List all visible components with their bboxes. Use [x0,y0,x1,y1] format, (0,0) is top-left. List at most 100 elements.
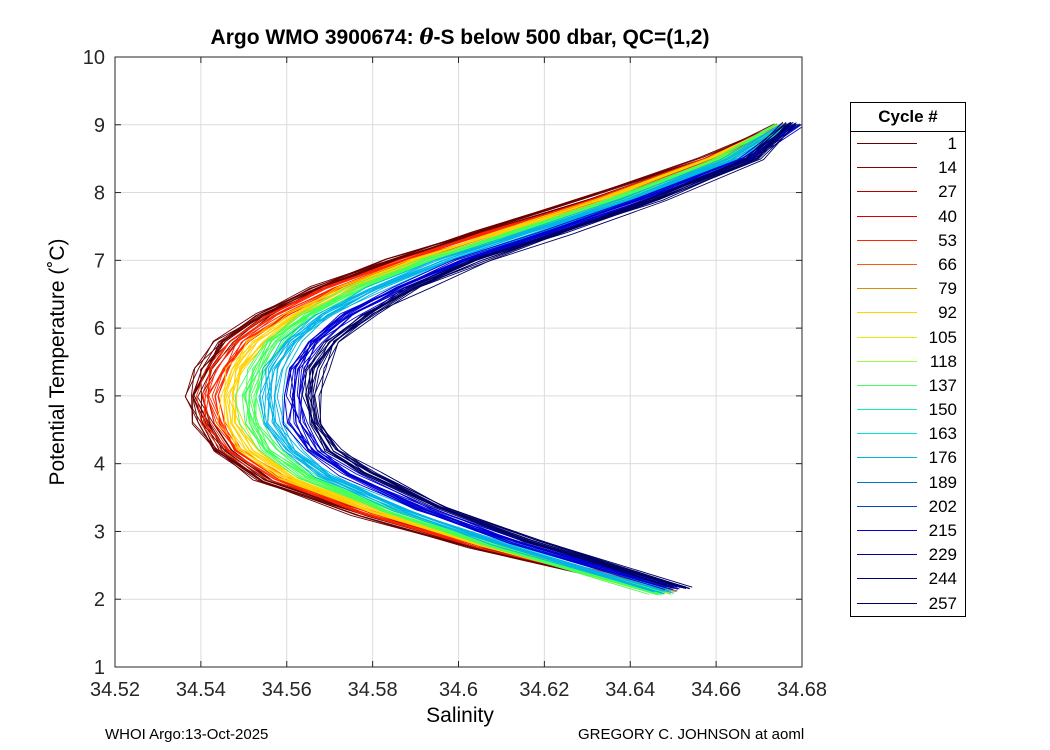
y-tick-label: 1 [94,657,105,679]
profile-line [261,123,784,592]
legend-label: 105 [928,327,957,347]
legend-swatch [857,384,917,386]
x-tick-label: 34.64 [605,679,655,701]
legend-item: 202 [851,495,965,519]
legend-swatch [857,191,917,193]
legend-item: 215 [851,519,965,543]
y-tick-label: 8 [94,183,105,205]
legend-label: 150 [928,400,957,420]
legend-label: 66 [938,254,957,274]
y-tick-label: 6 [94,318,105,340]
legend-item: 105 [851,326,965,350]
legend-swatch [857,481,917,483]
legend-swatch [857,409,917,411]
chart-title: Argo WMO 3900674: θ-S below 500 dbar, QC… [210,24,710,49]
legend-item: 229 [851,543,965,567]
legend-label: 53 [938,230,957,250]
legend-label: 257 [928,593,957,613]
legend-swatch [857,360,917,362]
series-257 [301,121,797,590]
profile-line [273,125,795,593]
profile-line [299,126,802,588]
legend-label: 163 [928,424,957,444]
y-tick-label: 4 [94,454,105,476]
x-tick-label: 34.52 [90,679,140,701]
profile-line [201,124,782,592]
profile-line [301,124,786,589]
legend-swatch [857,215,917,217]
data-curves [184,121,802,596]
legend-item: 27 [851,180,965,204]
legend-item: 40 [851,205,965,229]
y-tick-label: 5 [94,386,105,408]
x-tick-label: 34.6 [439,679,478,701]
legend-item: 189 [851,471,965,495]
legend-item: 53 [851,229,965,253]
legend-label: 14 [938,158,957,178]
series-176 [258,123,798,595]
legend-swatch [857,312,917,314]
legend-item: 257 [851,592,965,616]
legend-label: 40 [938,206,957,226]
legend-item: 163 [851,422,965,446]
legend-label: 79 [938,279,957,299]
legend-label: 176 [928,448,957,468]
x-tick-label: 34.58 [348,679,398,701]
x-tick-label: 34.56 [262,679,312,701]
legend-swatch [857,143,917,144]
y-tick-label: 10 [83,47,105,69]
legend-label: 229 [928,545,957,565]
profile-line [192,123,789,591]
series-215 [282,123,802,591]
legend-label: 137 [928,375,957,395]
profile-line [293,123,796,591]
legend-swatch [857,554,917,556]
legend-item: 79 [851,277,965,301]
footer-author: GREGORY C. JOHNSON at aoml [578,726,805,743]
legend-item: 92 [851,301,965,325]
legend-item: 14 [851,156,965,180]
legend-item: 66 [851,253,965,277]
legend-swatch [857,239,917,241]
legend-item: 150 [851,398,965,422]
legend-swatch [857,530,917,531]
y-tick-label: 2 [94,589,105,611]
profile-line [223,123,782,595]
profile-line [248,123,788,596]
legend-label: 215 [928,521,957,540]
x-tick-label: 34.68 [777,679,827,701]
legend-label: 189 [928,472,957,492]
footer-source: WHOI Argo:13-Oct-2025 [105,726,269,743]
profile-line [243,125,787,596]
legend-label: 202 [928,496,957,516]
profile-line [310,122,796,589]
legend-swatch [857,288,917,290]
profile-line [224,123,785,592]
legend-label: 244 [928,569,957,589]
y-tick-label: 9 [94,115,105,137]
y-tick-label: 3 [94,521,105,543]
legend-title: Cycle # [851,103,965,132]
profile-line [203,122,784,591]
legend-label: 1 [947,134,957,153]
legend-item: 1 [851,132,965,156]
x-axis-label: Salinity [426,704,494,727]
legend-item: 176 [851,446,965,470]
x-tick-label: 34.54 [176,679,226,701]
legend-swatch [857,167,917,169]
profile-line [304,121,784,588]
y-axis-label: Potential Temperature (˚C) [46,238,69,486]
legend-swatch [857,505,917,507]
legend-item: 118 [851,350,965,374]
y-tick-label: 7 [94,250,105,272]
legend-label: 118 [929,351,957,371]
legend-item: 244 [851,567,965,591]
legend: Cycle # 1 14 27 40 53 66 79 92 105 118 137 150 163 17… [850,102,966,617]
profile-line [263,125,787,593]
legend-swatch [857,336,917,338]
legend-swatch [857,263,917,265]
legend-swatch [857,457,917,459]
legend-swatch [857,433,917,435]
axis-ticks: 34.52 34.54 34.56 34.58 34.6 34.62 34.64 34.66 3… [83,47,827,701]
